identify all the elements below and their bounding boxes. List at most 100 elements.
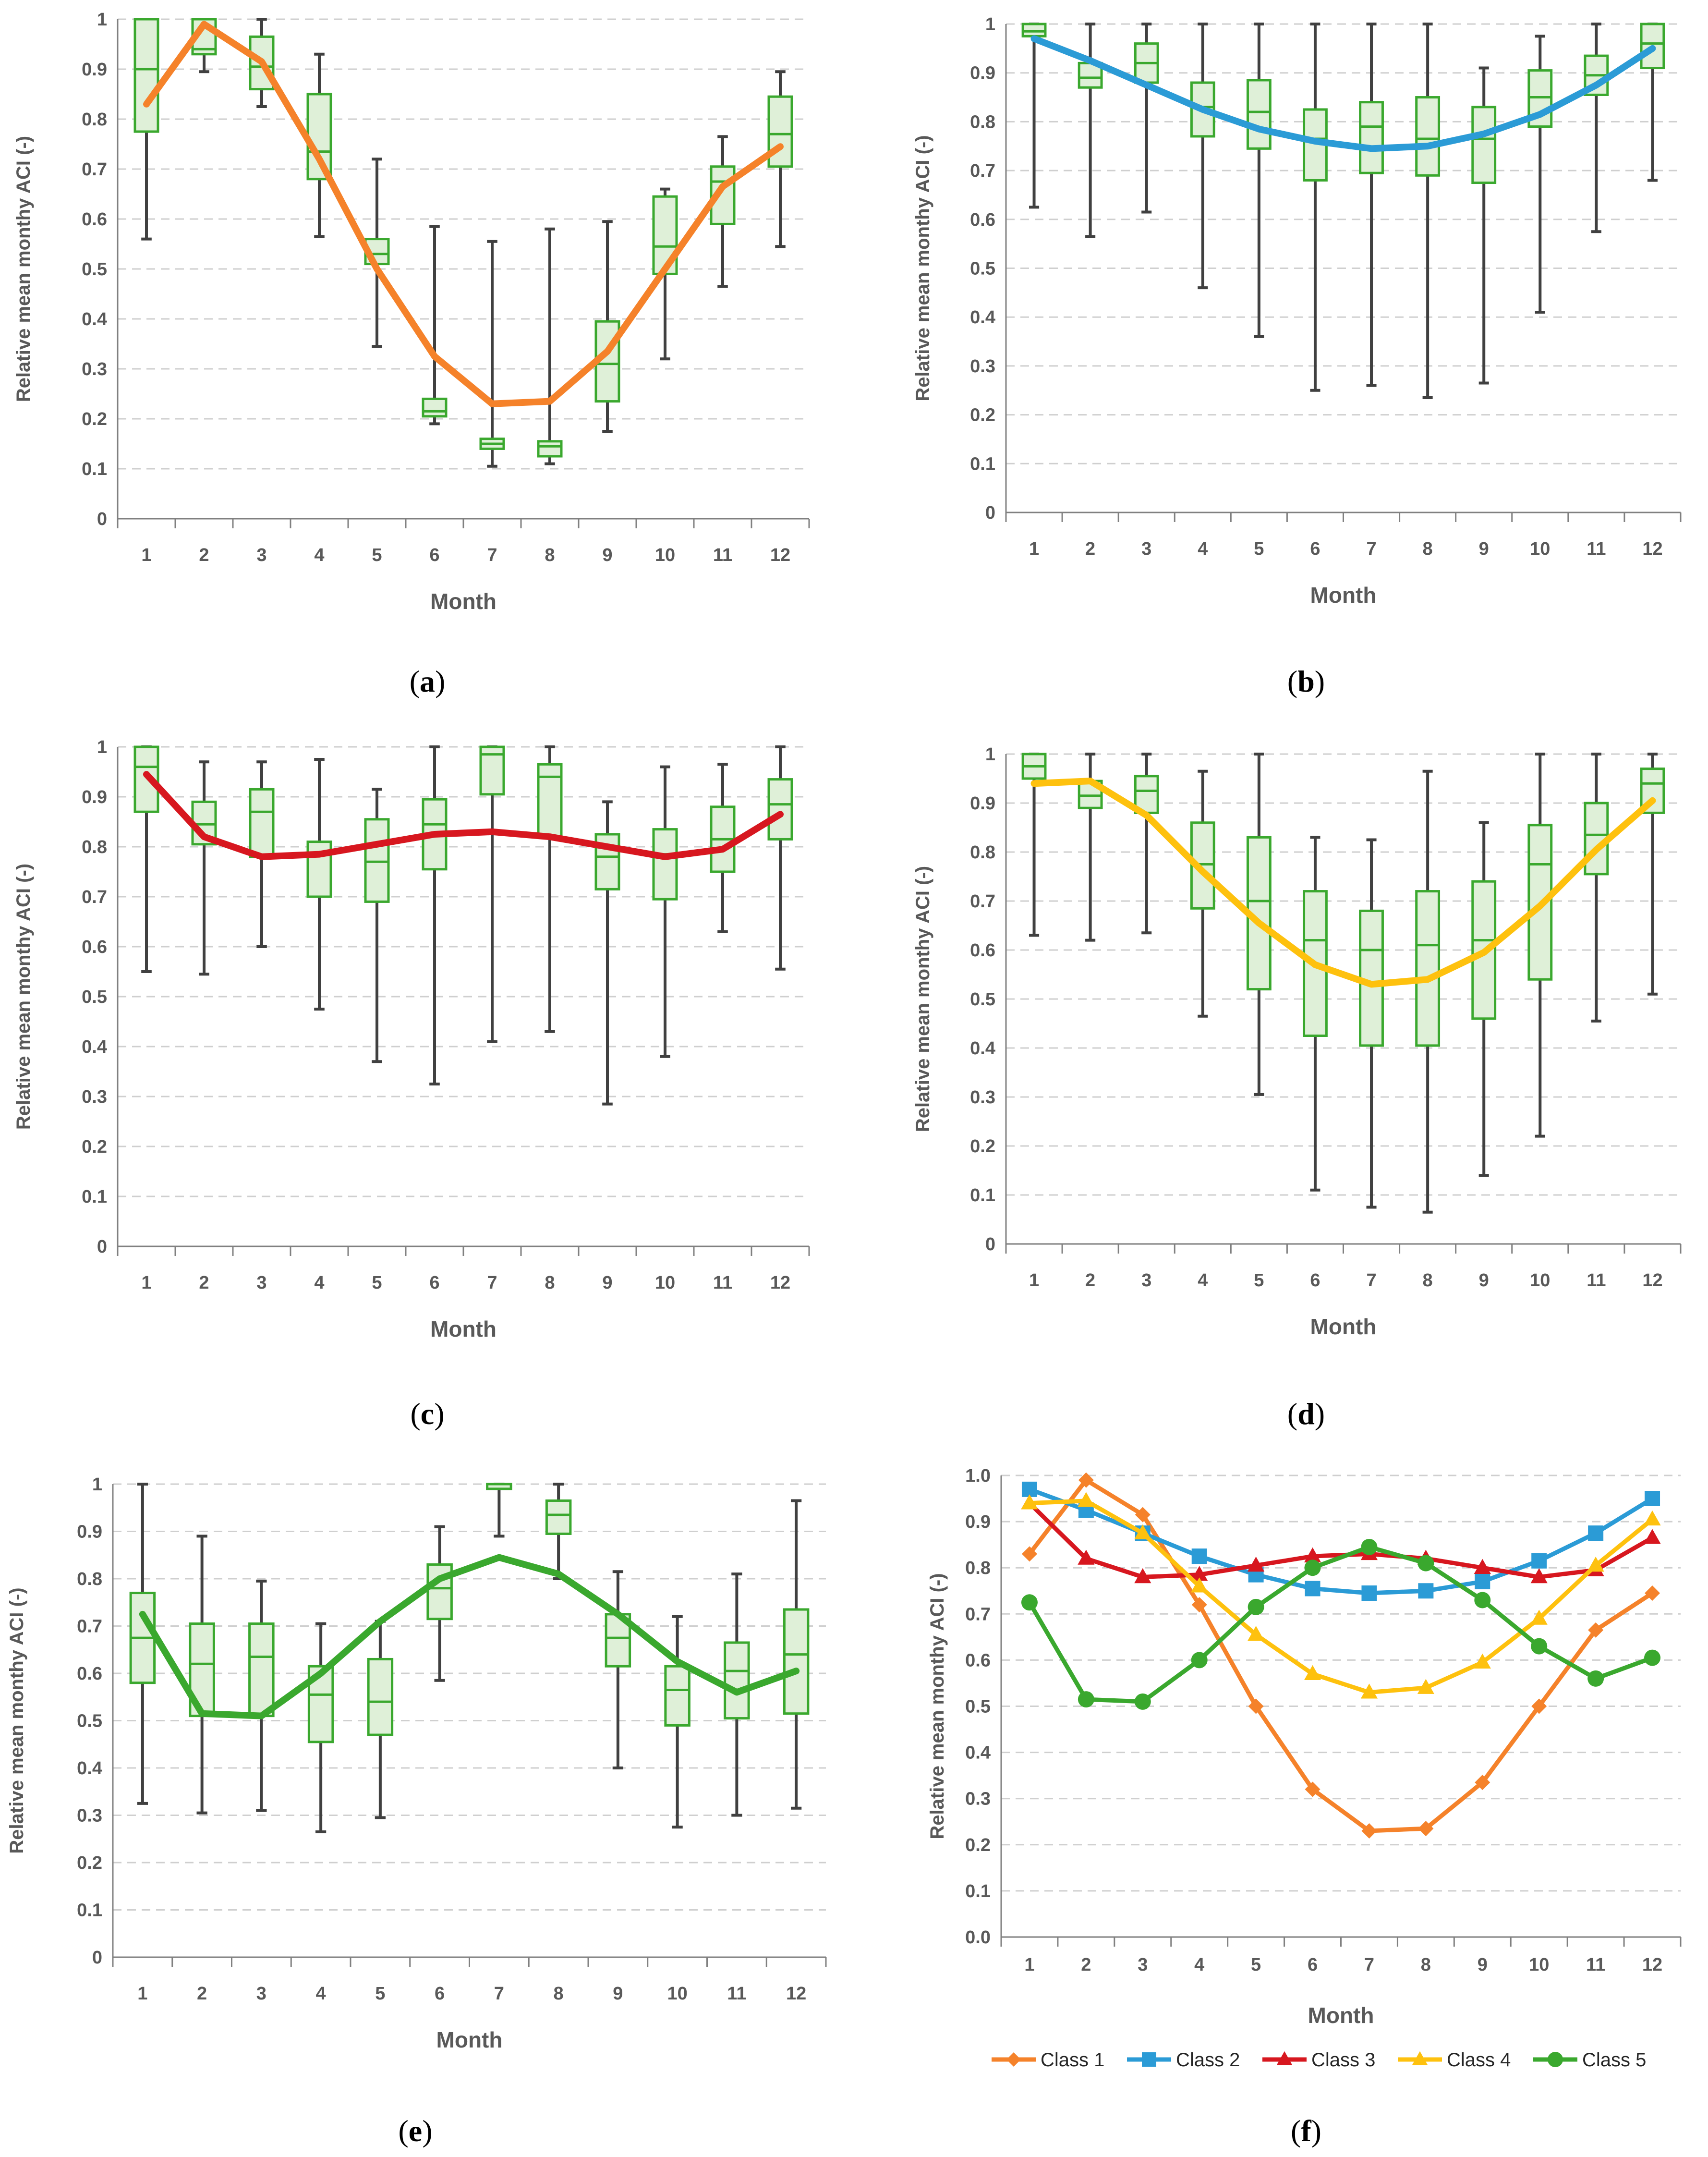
x-tick-label: 4	[316, 1984, 326, 2004]
y-tick-label: 0.8	[965, 1558, 991, 1578]
data-point	[1304, 1665, 1321, 1681]
data-point	[1191, 1548, 1207, 1564]
x-tick-label: 11	[1587, 539, 1606, 559]
data-point	[1135, 1507, 1151, 1523]
data-point	[1360, 1683, 1378, 1699]
x-tick-label: 7	[1364, 1955, 1374, 1975]
y-tick-label: 0.3	[82, 359, 107, 379]
x-tick-label: 4	[314, 545, 324, 565]
y-tick-label: 0.2	[77, 1853, 102, 1873]
box	[1303, 890, 1328, 1037]
x-tick-label: 8	[545, 1273, 555, 1293]
y-tick-label: 0.3	[970, 356, 995, 377]
mean-line	[143, 21, 784, 407]
panel-label-close: )	[1315, 1397, 1325, 1431]
data-point	[1078, 1549, 1095, 1565]
x-tick-label: 3	[1141, 539, 1151, 559]
y-tick-label: 0.9	[970, 793, 995, 814]
x-tick-label: 11	[713, 545, 732, 565]
x-axis-label: Month	[1310, 583, 1377, 608]
x-tick-label: 2	[199, 545, 209, 565]
y-tick-label: 0.5	[970, 259, 995, 279]
x-tick-label: 2	[1085, 1270, 1095, 1291]
y-tick-label: 1	[92, 1475, 102, 1495]
x-tick-label: 3	[256, 1273, 266, 1293]
panel-label-letter: e	[409, 2114, 422, 2148]
x-tick-label: 12	[770, 545, 790, 565]
x-tick-label: 2	[199, 1273, 209, 1293]
data-point	[1417, 1555, 1434, 1572]
y-tick-label: 0.7	[965, 1604, 991, 1624]
legend-marker	[1142, 2052, 1156, 2067]
series-line-class-1	[1028, 1478, 1654, 1833]
box	[248, 1622, 275, 1718]
x-tick-label: 9	[613, 1984, 623, 2004]
x-tick-label: 10	[1530, 539, 1550, 559]
y-tick-label: 1	[97, 737, 107, 757]
y-tick-label: 0.7	[77, 1617, 102, 1637]
x-tick-label: 1	[1024, 1955, 1034, 1975]
legend-label: Class 1	[1041, 2049, 1104, 2071]
y-tick-label: 0.8	[82, 110, 107, 130]
x-tick-label: 11	[1586, 1955, 1605, 1975]
panel-label-open: (	[1291, 2114, 1301, 2148]
data-point	[1078, 1691, 1094, 1708]
data-point	[1248, 1556, 1265, 1572]
data-point	[1645, 1491, 1660, 1507]
y-tick-label: 0.4	[965, 1743, 991, 1763]
box	[537, 763, 563, 838]
y-tick-label: 0.5	[82, 259, 107, 280]
y-tick-label: 0.4	[82, 309, 107, 329]
y-tick-label: 0.8	[77, 1569, 102, 1589]
y-tick-label: 0.3	[965, 1789, 991, 1809]
y-tick-label: 0.6	[965, 1650, 991, 1670]
data-point	[1191, 1652, 1208, 1669]
y-tick-label: 0.9	[77, 1522, 102, 1542]
panel-label: (c)	[410, 1397, 444, 1431]
y-tick-label: 0.5	[77, 1711, 102, 1731]
data-point	[1475, 1574, 1490, 1590]
x-tick-label: 9	[1478, 1955, 1488, 1975]
box	[1415, 890, 1441, 1047]
data-point	[1134, 1524, 1151, 1539]
x-tick-label: 12	[1642, 1955, 1662, 1975]
y-tick-label: 0.3	[82, 1087, 107, 1107]
x-tick-label: 8	[1421, 1955, 1431, 1975]
data-point	[1587, 1556, 1604, 1572]
data-point	[1530, 1609, 1548, 1625]
x-axis-label: Month	[1310, 1314, 1377, 1339]
panel-label-letter: a	[420, 664, 435, 698]
y-tick-label: 0.6	[77, 1664, 102, 1684]
x-tick-label: 8	[1423, 539, 1433, 559]
y-tick-label: 0.8	[970, 112, 995, 132]
panel-label-letter: f	[1301, 2114, 1311, 2148]
x-tick-label: 6	[429, 1273, 439, 1293]
box	[1021, 23, 1047, 37]
data-point	[1644, 1510, 1661, 1526]
y-tick-label: 0.4	[82, 1037, 107, 1057]
data-point	[1361, 1823, 1377, 1839]
panel-label-open: (	[1287, 1397, 1297, 1431]
data-point	[1531, 1553, 1547, 1569]
x-tick-label: 7	[1366, 1270, 1376, 1291]
chart-panel-a: 00.10.20.30.40.50.60.70.80.911 2 3 4 5 6 7 8 9 10…	[13, 10, 810, 698]
x-tick-label: 2	[1081, 1955, 1091, 1975]
legend-marker	[1412, 2051, 1428, 2065]
x-tick-label: 4	[1198, 539, 1208, 559]
x-tick-label: 11	[727, 1984, 746, 2004]
box	[1584, 802, 1609, 876]
x-tick-label: 10	[1529, 1955, 1549, 1975]
data-point	[1361, 1538, 1378, 1555]
box	[652, 828, 678, 901]
y-tick-label: 0.1	[82, 459, 107, 479]
x-tick-label: 1	[141, 545, 151, 565]
y-tick-label: 0.1	[965, 1881, 991, 1901]
x-tick-label: 6	[435, 1984, 445, 2004]
y-tick-label: 0.2	[82, 409, 107, 429]
y-tick-label: 0.5	[965, 1697, 991, 1717]
box	[306, 93, 332, 181]
x-tick-label: 1	[1029, 1270, 1039, 1291]
box	[133, 18, 159, 133]
data-point	[1134, 1568, 1151, 1584]
data-point	[1248, 1598, 1264, 1615]
